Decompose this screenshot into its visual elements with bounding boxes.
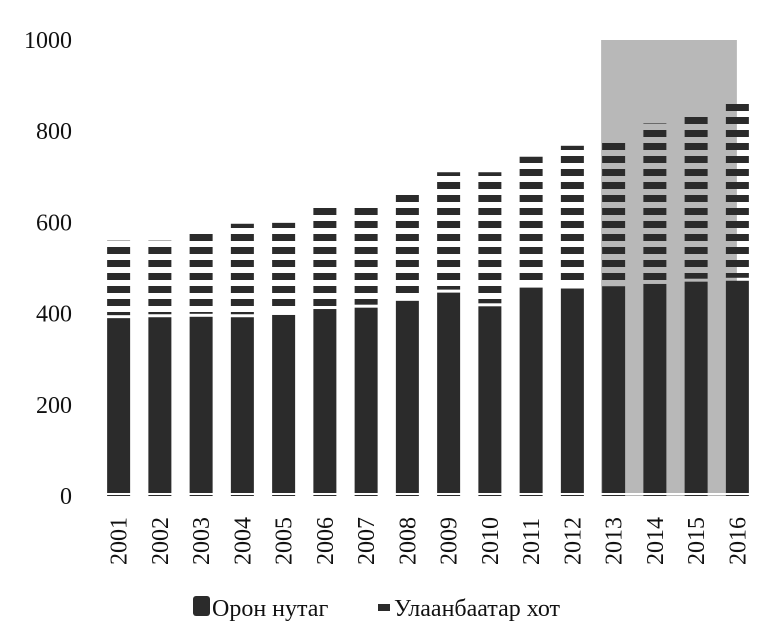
y-tick-label-200: 200 — [36, 393, 72, 419]
bar-ulaanbaatar-2010 — [478, 172, 502, 304]
bar-ulaanbaatar-2011 — [519, 156, 543, 285]
bar-oron-nutag-2009 — [437, 292, 461, 496]
x-tick-label-2006: 2006 — [313, 517, 339, 565]
bar-oron-nutag-2015 — [684, 281, 708, 496]
x-tick-label-2007: 2007 — [354, 517, 380, 565]
x-tick-label-2005: 2005 — [272, 517, 298, 565]
bar-oron-nutag-2004 — [230, 317, 254, 496]
bar-ulaanbaatar-2005 — [272, 222, 296, 312]
bar-oron-nutag-2008 — [395, 300, 419, 496]
x-tick-label-2009: 2009 — [437, 517, 463, 565]
bar-oron-nutag-2005 — [272, 314, 296, 496]
x-tick-label-2008: 2008 — [395, 517, 421, 565]
bar-oron-nutag-2016 — [725, 280, 749, 496]
legend-swatch-ulaanbaatar — [378, 604, 390, 611]
legend-label-ulaanbaatar: Улаанбаатар хот — [394, 596, 561, 622]
bar-ulaanbaatar-2013 — [602, 138, 626, 284]
bar-ulaanbaatar-2002 — [148, 240, 172, 315]
bar-oron-nutag-2006 — [313, 309, 337, 496]
x-tick-label-2004: 2004 — [230, 517, 256, 565]
x-tick-label-2003: 2003 — [189, 517, 215, 565]
y-tick-label-600: 600 — [36, 210, 72, 236]
x-tick-label-2014: 2014 — [643, 517, 669, 565]
bar-ulaanbaatar-2004 — [230, 223, 254, 315]
x-tick-label-2010: 2010 — [478, 517, 504, 565]
bar-ulaanbaatar-2007 — [354, 206, 378, 305]
bar-ulaanbaatar-2012 — [560, 145, 584, 286]
x-tick-label-2002: 2002 — [148, 517, 174, 565]
y-tick-label-400: 400 — [36, 302, 72, 328]
y-tick-label-800: 800 — [36, 119, 72, 145]
bar-oron-nutag-2014 — [643, 283, 667, 496]
bar-ulaanbaatar-2015 — [684, 112, 708, 279]
x-tick-label-2013: 2013 — [602, 517, 628, 565]
bar-oron-nutag-2003 — [189, 316, 213, 496]
bar-ulaanbaatar-2014 — [643, 123, 667, 281]
legend-label-oron-nutag: Орон нутаг — [212, 596, 328, 622]
bar-ulaanbaatar-2006 — [313, 206, 337, 307]
bar-oron-nutag-2011 — [519, 287, 543, 496]
x-tick-label-2011: 2011 — [519, 518, 545, 565]
bar-ulaanbaatar-2008 — [395, 189, 419, 298]
bar-oron-nutag-2001 — [107, 318, 131, 496]
bar-ulaanbaatar-2003 — [189, 229, 213, 314]
bar-oron-nutag-2002 — [148, 317, 172, 496]
bar-ulaanbaatar-2016 — [725, 101, 749, 278]
legend-swatch-orон-nutag — [193, 596, 210, 616]
bar-ulaanbaatar-2001 — [107, 240, 131, 316]
x-tick-label-2016: 2016 — [725, 517, 751, 565]
bar-ulaanbaatar-2009 — [437, 172, 461, 290]
x-tick-label-2012: 2012 — [560, 517, 586, 565]
bar-oron-nutag-2007 — [354, 307, 378, 496]
y-tick-label-0: 0 — [60, 484, 72, 510]
x-tick-label-2001: 2001 — [107, 517, 133, 565]
bar-oron-nutag-2010 — [478, 306, 502, 496]
bar-oron-nutag-2013 — [602, 286, 626, 496]
x-tick-label-2015: 2015 — [684, 517, 710, 565]
bar-oron-nutag-2012 — [560, 288, 584, 496]
y-tick-label-1000: 1000 — [24, 28, 72, 54]
